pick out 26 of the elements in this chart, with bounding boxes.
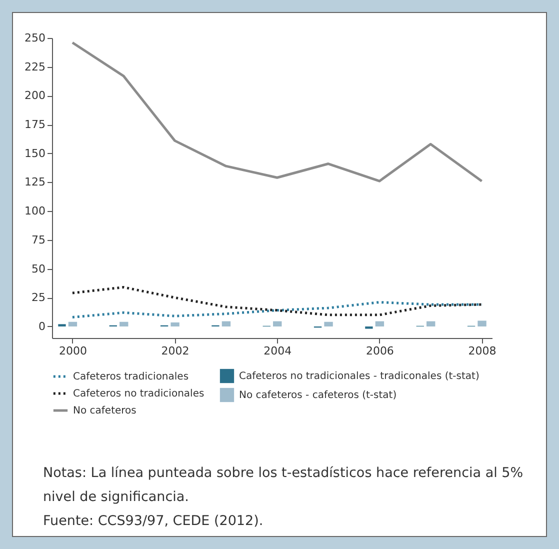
y-tick-label: 50	[32, 262, 46, 276]
x-tick-label: 2004	[264, 344, 292, 358]
y-tick-label: 100	[24, 204, 46, 218]
source-note: Fuente: CCS93/97, CEDE (2012).	[43, 512, 264, 531]
y-tick-label: 150	[24, 146, 46, 160]
y-tick-label: 75	[32, 233, 46, 246]
y-tick-label: 225	[24, 60, 46, 74]
y-tick-label: 175	[24, 118, 46, 132]
y-tick-label: 125	[24, 176, 46, 189]
y-tick-label: 200	[24, 89, 46, 102]
x-tick-label: 2000	[58, 344, 87, 358]
x-tick-label: 2002	[161, 344, 190, 358]
line-series	[71, 300, 484, 318]
x-tick-label: 2006	[366, 344, 394, 358]
line-series	[71, 286, 484, 316]
line-series	[71, 41, 484, 182]
legend-label: Cafeteros no tradicionales	[73, 388, 204, 400]
legend-label: Cafeteros no tradicionales - tradiconales (t-stat)	[239, 371, 480, 382]
y-tick-label: 250	[24, 32, 46, 44]
legend-label: No cafeteros - cafeteros (t-stat)	[239, 390, 397, 401]
legend-label: No cafeteros	[73, 406, 136, 416]
y-tick-label: 0	[38, 320, 46, 333]
text: Notas: La línea punteada sobre los t-estadísticos hace referencia al 5% nivel de significancia.	[43, 464, 524, 507]
x-tick-label: 2008	[468, 344, 496, 358]
legend-label: Cafeteros tradicionales	[73, 372, 189, 382]
y-tick-label: 25	[32, 291, 46, 304]
